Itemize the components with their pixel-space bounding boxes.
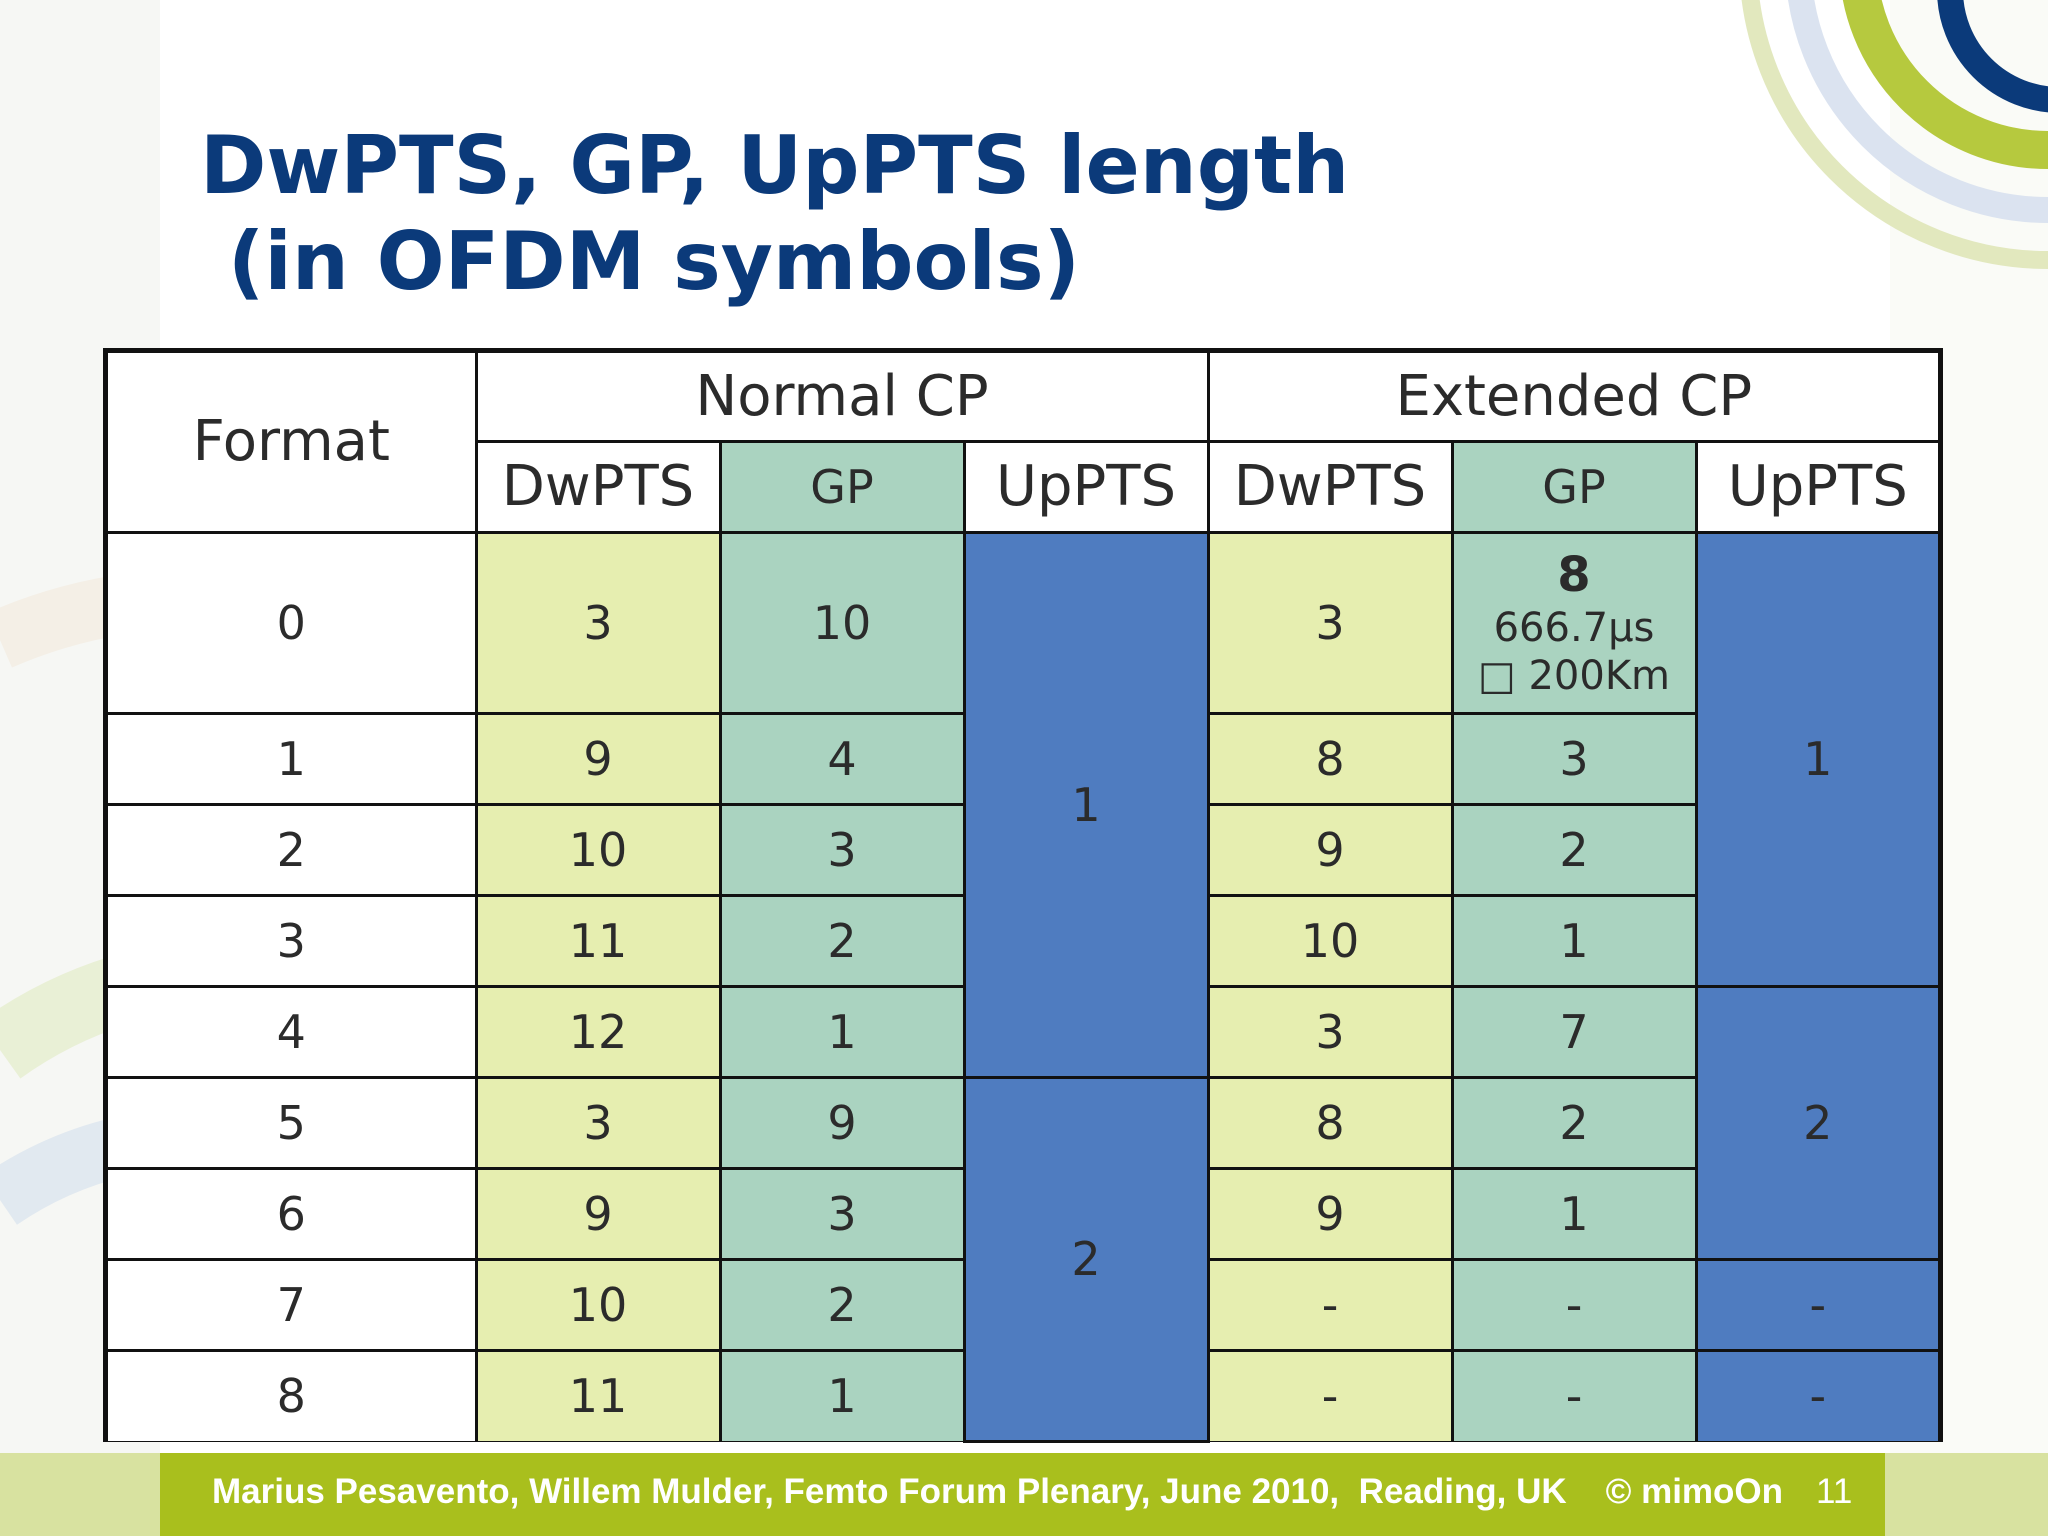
extended-dwpts-cell: 9 [1206,802,1454,897]
extended-gp-distance: □ 200Km [1477,652,1671,699]
normal-dwpts-cell: 11 [474,893,722,988]
table-row: 4 12 1 3 7 2 [108,984,1939,1261]
normal-gp-cell: 9 [718,1075,966,1170]
normal-gp-cell: 2 [718,1257,966,1352]
extended-gp-cell: 1 [1450,893,1696,988]
table-row: 3 11 2 10 1 [108,893,1938,988]
table-row: 2 10 3 9 2 [108,802,1938,897]
page-number: 11 [1816,1472,1853,1511]
normal-dwpts-cell: 11 [474,1348,722,1441]
normal-gp-cell: 1 [718,984,966,1079]
extended-uppts-cell: 2 [1694,984,1939,1261]
extended-gp-cell: 7 [1450,984,1698,1079]
extended-gp-cell: 1 [1450,1166,1696,1261]
normal-gp-cell: 3 [718,802,966,897]
normal-gp-cell: 2 [718,893,966,988]
format-cell: 7 [108,1257,478,1352]
normal-dwpts-cell: 12 [474,984,722,1079]
extended-uppts-header: UpPTS [1694,439,1939,534]
extended-gp-cell: 2 [1450,802,1696,897]
format-header: Format [108,353,478,534]
extended-dwpts-cell: 9 [1206,1166,1454,1261]
normal-dwpts-header: DwPTS [476,439,722,534]
normal-dwpts-cell: 9 [474,711,722,806]
footer-right-band [1885,1453,2048,1536]
table-row: 7 10 2 - - - [108,1257,1939,1352]
extended-gp-value: 8 [1557,546,1591,603]
normal-uppts-cell: 2 [962,1075,1210,1443]
extended-uppts-cell: - [1694,1348,1939,1441]
format-cell: 2 [108,802,478,897]
format-cell: 1 [108,711,478,806]
normal-dwpts-cell: 9 [474,1166,722,1261]
extended-dwpts-cell: - [1206,1348,1454,1441]
normal-dwpts-cell: 3 [474,530,722,715]
table-row: 8 11 1 - - - [108,1348,1939,1441]
format-cell: 0 [108,530,478,715]
extended-gp-cell: 8 666.7µs □ 200Km [1450,530,1698,715]
title-line-2: (in OFDM symbols) [200,215,1081,308]
table-row: 5 3 9 2 8 2 [108,1075,1938,1443]
format-cell: 5 [108,1075,478,1170]
header-row-1: Format Normal CP Extended CP [108,353,1939,534]
extended-gp-header: GP [1450,439,1698,534]
normal-cp-header: Normal CP [474,353,1210,443]
extended-gp-duration: 666.7µs [1493,604,1655,651]
header-row-2: DwPTS GP UpPTS DwPTS GP UpPTS [108,439,1939,534]
slide-title: DwPTS, GP, UpPTS length (in OFDM symbols… [200,118,1349,310]
extended-gp-cell: 3 [1450,711,1696,806]
table-row: 1 9 4 8 3 [108,711,1938,806]
normal-dwpts-cell: 10 [474,802,722,897]
normal-gp-cell: 4 [718,711,966,806]
extended-dwpts-cell: 8 [1206,1075,1454,1170]
extended-uppts-cell: - [1694,1257,1939,1352]
format-cell: 6 [108,1166,478,1261]
extended-dwpts-header: DwPTS [1206,439,1454,534]
extended-cp-header: Extended CP [1206,353,1939,443]
normal-dwpts-cell: 10 [474,1257,722,1352]
normal-uppts-cell: 1 [962,530,1210,1079]
title-line-1: DwPTS, GP, UpPTS length [200,119,1350,212]
extended-dwpts-cell: 10 [1206,893,1454,988]
footer-left-band [0,1453,160,1536]
normal-dwpts-cell: 3 [474,1075,722,1170]
footer-credit: Marius Pesavento, Willem Mulder, Femto F… [212,1472,1784,1511]
extended-dwpts-cell: 3 [1206,984,1454,1079]
extended-gp-cell: 2 [1450,1075,1696,1170]
extended-gp-cell: - [1450,1348,1698,1441]
table-row: 0 3 10 1 3 8 666.7µs □ 200Km 1 [108,530,1939,1079]
footer-bar [160,1453,1885,1536]
data-table: Format Normal CP Extended CP DwPTS GP Up… [108,353,1939,1443]
normal-gp-cell: 1 [718,1348,966,1441]
extended-gp-cell: - [1450,1257,1698,1352]
format-cell: 8 [108,1348,478,1441]
normal-gp-cell: 3 [718,1166,966,1261]
extended-dwpts-cell: - [1206,1257,1454,1352]
format-cell: 4 [108,984,478,1079]
tdd-special-subframe-table: Format Normal CP Extended CP DwPTS GP Up… [103,348,1943,1443]
normal-gp-cell: 10 [718,530,966,715]
extended-uppts-cell: 1 [1694,530,1939,988]
format-cell: 3 [108,893,478,988]
extended-dwpts-cell: 3 [1206,530,1454,715]
normal-gp-header: GP [718,439,966,534]
normal-uppts-header: UpPTS [962,439,1210,534]
extended-dwpts-cell: 8 [1206,711,1454,806]
table-row: 6 9 3 9 1 [108,1166,1938,1261]
